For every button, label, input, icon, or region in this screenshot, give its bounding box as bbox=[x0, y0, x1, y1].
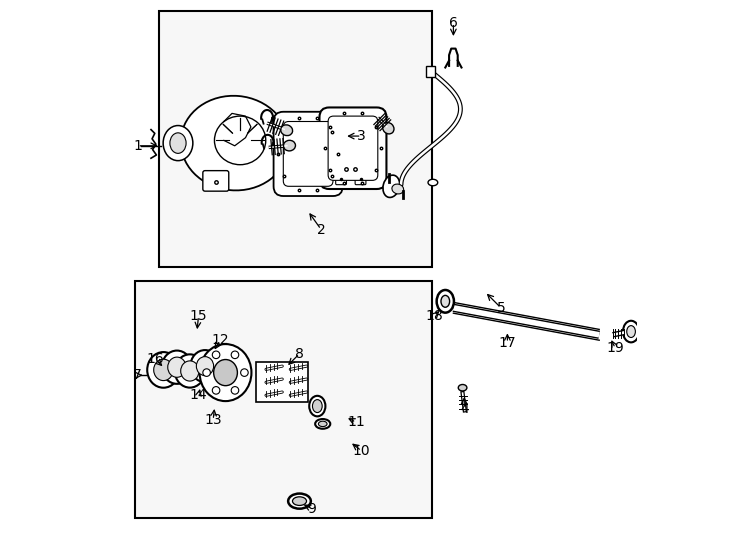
FancyBboxPatch shape bbox=[274, 112, 343, 196]
Text: 5: 5 bbox=[496, 301, 505, 315]
Ellipse shape bbox=[280, 125, 293, 136]
Ellipse shape bbox=[623, 321, 639, 342]
Ellipse shape bbox=[181, 96, 288, 191]
Text: 19: 19 bbox=[606, 341, 625, 355]
FancyBboxPatch shape bbox=[355, 174, 366, 185]
Ellipse shape bbox=[627, 326, 636, 338]
Text: 2: 2 bbox=[317, 222, 325, 237]
Text: 9: 9 bbox=[308, 502, 316, 516]
Ellipse shape bbox=[181, 361, 199, 381]
Circle shape bbox=[203, 369, 211, 376]
Ellipse shape bbox=[190, 350, 219, 382]
FancyBboxPatch shape bbox=[203, 171, 229, 191]
Text: 14: 14 bbox=[189, 388, 207, 402]
Text: 8: 8 bbox=[295, 347, 304, 361]
Ellipse shape bbox=[437, 290, 454, 313]
Circle shape bbox=[231, 351, 239, 359]
Ellipse shape bbox=[382, 123, 394, 134]
Text: 3: 3 bbox=[357, 129, 366, 143]
Text: 12: 12 bbox=[211, 333, 229, 347]
Text: 16: 16 bbox=[147, 352, 164, 366]
Circle shape bbox=[231, 387, 239, 394]
Ellipse shape bbox=[153, 359, 173, 381]
Bar bbox=[135, 281, 432, 518]
FancyBboxPatch shape bbox=[328, 116, 378, 180]
Ellipse shape bbox=[163, 126, 193, 161]
Ellipse shape bbox=[458, 384, 467, 391]
Ellipse shape bbox=[214, 360, 237, 386]
Ellipse shape bbox=[428, 179, 437, 186]
Ellipse shape bbox=[283, 140, 296, 151]
Ellipse shape bbox=[309, 396, 325, 416]
Ellipse shape bbox=[441, 295, 450, 307]
Ellipse shape bbox=[392, 184, 404, 194]
FancyBboxPatch shape bbox=[319, 107, 386, 189]
Ellipse shape bbox=[214, 116, 266, 165]
Ellipse shape bbox=[197, 356, 214, 376]
Ellipse shape bbox=[383, 175, 399, 198]
Ellipse shape bbox=[313, 400, 322, 413]
Ellipse shape bbox=[161, 350, 192, 384]
Bar bbox=[159, 11, 432, 267]
Ellipse shape bbox=[319, 421, 327, 427]
Text: 18: 18 bbox=[426, 309, 443, 323]
Text: 1: 1 bbox=[133, 139, 142, 153]
Bar bbox=[426, 66, 435, 77]
Text: 10: 10 bbox=[353, 444, 371, 458]
Ellipse shape bbox=[292, 497, 307, 505]
Ellipse shape bbox=[175, 354, 205, 388]
Circle shape bbox=[212, 387, 220, 394]
FancyBboxPatch shape bbox=[335, 174, 346, 185]
Ellipse shape bbox=[288, 494, 310, 509]
FancyBboxPatch shape bbox=[283, 122, 333, 186]
Bar bbox=[256, 362, 308, 402]
Ellipse shape bbox=[315, 419, 330, 429]
FancyBboxPatch shape bbox=[339, 157, 363, 177]
Text: 13: 13 bbox=[204, 413, 222, 427]
Ellipse shape bbox=[170, 133, 186, 153]
Circle shape bbox=[212, 351, 220, 359]
Text: 7: 7 bbox=[133, 368, 142, 382]
Text: 11: 11 bbox=[347, 415, 365, 429]
Ellipse shape bbox=[200, 344, 252, 401]
Text: 4: 4 bbox=[459, 402, 468, 416]
Text: 15: 15 bbox=[189, 309, 207, 323]
Text: 17: 17 bbox=[498, 336, 516, 350]
Text: 6: 6 bbox=[449, 16, 458, 30]
Ellipse shape bbox=[148, 352, 180, 388]
Ellipse shape bbox=[168, 357, 186, 377]
Circle shape bbox=[241, 369, 248, 376]
